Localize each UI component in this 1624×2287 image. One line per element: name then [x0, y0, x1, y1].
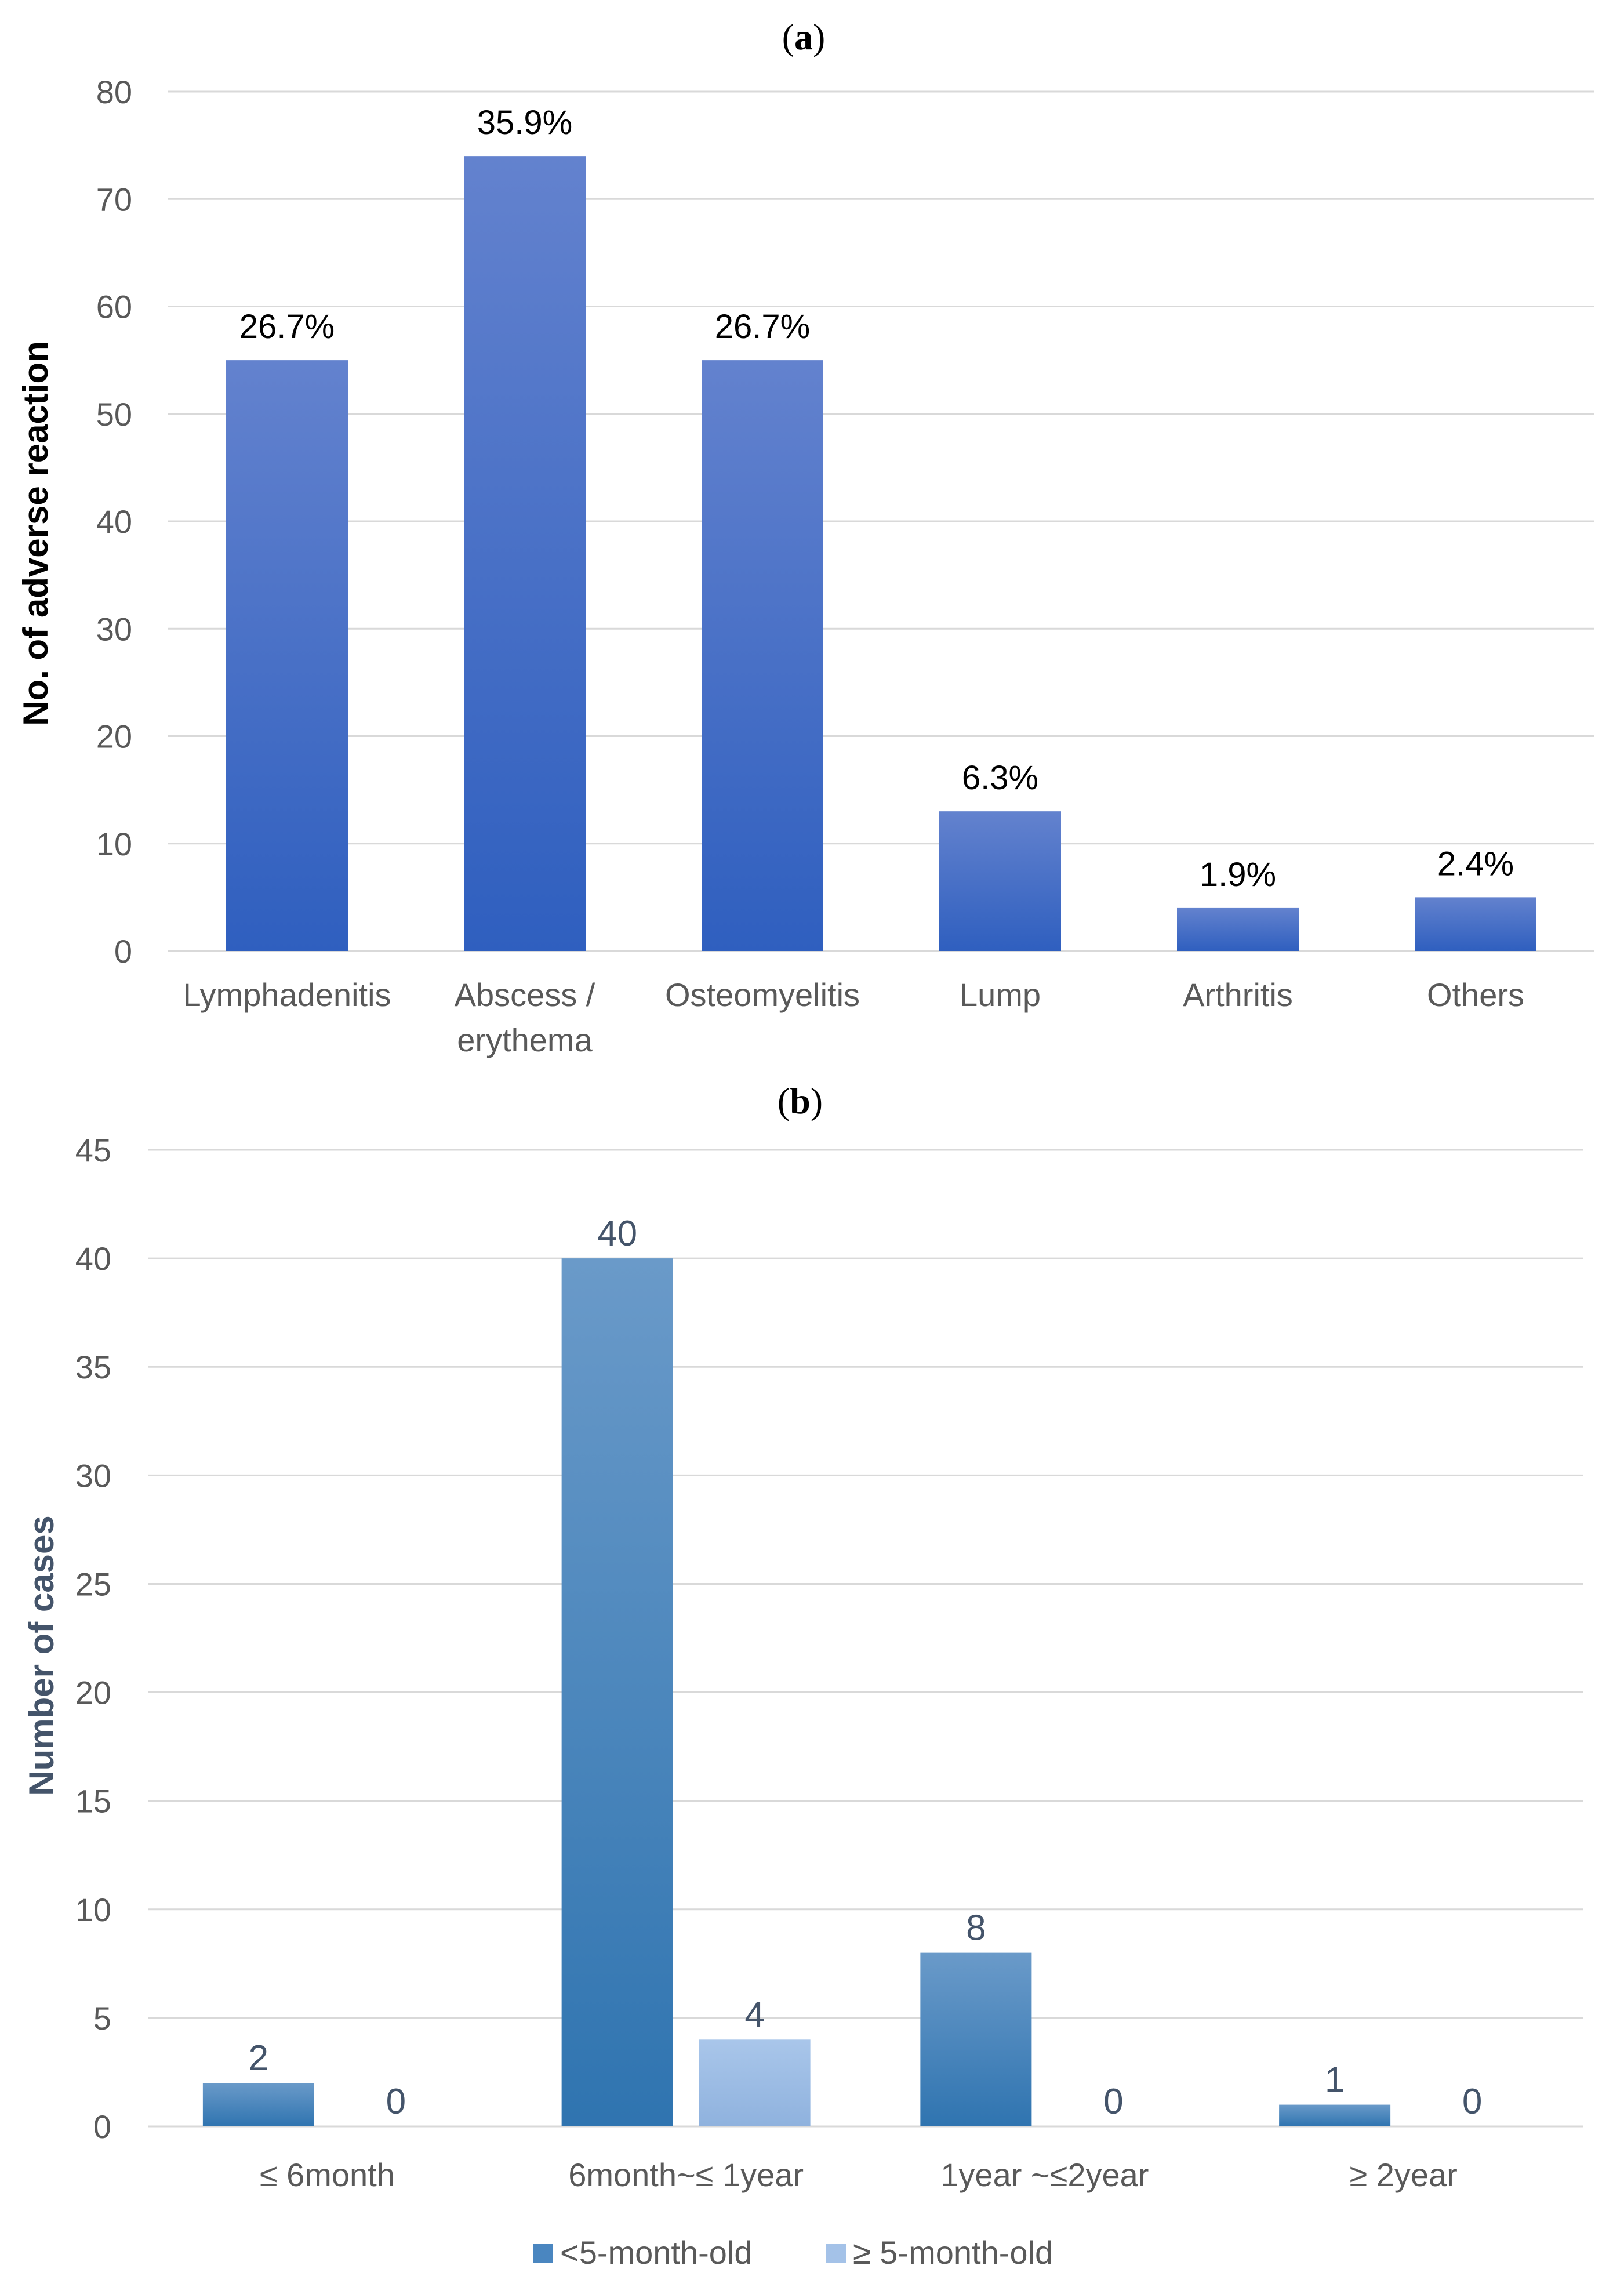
y-tick-label: 40	[75, 1240, 111, 1277]
y-tick-label: 15	[75, 1783, 111, 1820]
data-label: 26.7%	[715, 308, 810, 346]
y-tick-label: 50	[96, 396, 132, 433]
chart-b-bars	[202, 1258, 1391, 2126]
x-tick-label: Lymphadenitis	[183, 976, 391, 1013]
y-tick-label: 20	[75, 1675, 111, 1711]
bar	[202, 2083, 314, 2126]
x-tick-label: Others	[1427, 976, 1524, 1013]
y-tick-label: 25	[75, 1566, 111, 1602]
data-label: 0	[386, 2082, 406, 2122]
y-tick-label: 30	[96, 611, 132, 647]
data-label: 26.7%	[239, 308, 335, 346]
chart-a-y-axis-title: No. of adverse reaction	[16, 341, 55, 726]
bar	[1415, 897, 1536, 951]
x-tick-label: ≤ 6month	[260, 2157, 395, 2193]
x-tick-label: 6month~≤ 1year	[568, 2157, 804, 2193]
chart-a: (a) 0 10 20 30 40 50 60 70 80 26.7% 35.9% 26.7% 6.3…	[16, 16, 1594, 1058]
x-tick-label: Abscess /	[455, 976, 595, 1013]
bar	[464, 156, 586, 951]
x-tick-label: ≥ 2year	[1349, 2157, 1457, 2193]
y-tick-label: 30	[75, 1457, 111, 1494]
bar	[561, 1258, 673, 2126]
y-tick-label: 5	[93, 2000, 111, 2036]
data-label: 2.4%	[1437, 845, 1514, 883]
y-tick-label: 0	[114, 933, 132, 970]
y-tick-label: 45	[75, 1132, 111, 1168]
legend-label: <5-month-old	[560, 2234, 753, 2271]
bar	[702, 360, 823, 951]
data-label: 35.9%	[477, 104, 572, 141]
bar	[920, 1952, 1032, 2126]
chart-a-data-labels: 26.7% 35.9% 26.7% 6.3% 1.9% 2.4%	[239, 104, 1514, 894]
y-tick-label: 35	[75, 1349, 111, 1385]
y-tick-label: 80	[96, 74, 132, 110]
x-tick-label: Arthritis	[1183, 976, 1293, 1013]
x-tick-label: Osteomyelitis	[665, 976, 860, 1013]
chart-b-gridlines	[148, 1149, 1583, 2128]
y-tick-label: 10	[96, 826, 132, 862]
x-tick-label: 1year ~≤2year	[940, 2157, 1149, 2193]
legend-label: ≥ 5-month-old	[853, 2234, 1053, 2271]
chart-a-gridlines	[168, 90, 1594, 952]
legend-swatch	[826, 2244, 846, 2263]
chart-a-bars	[226, 156, 1536, 951]
chart-b-data-labels: 2 0 40 4 8 0 1 0	[249, 1214, 1483, 2122]
data-label: 4	[744, 1995, 764, 2035]
chart-b-panel-label: (b)	[778, 1080, 823, 1121]
bar	[939, 811, 1061, 951]
chart-b-legend: <5-month-old ≥ 5-month-old	[533, 2234, 1053, 2271]
data-label: 1	[1325, 2060, 1345, 2100]
data-label: 1.9%	[1200, 856, 1276, 894]
chart-a-x-axis: Lymphadenitis Abscess / erythema Osteomyeli…	[183, 976, 1524, 1058]
data-label: 0	[1103, 2082, 1123, 2122]
y-tick-label: 70	[96, 181, 132, 217]
data-label: 6.3%	[962, 759, 1038, 797]
chart-b-x-axis: ≤ 6month 6month~≤ 1year 1year ~≤2year ≥ 2ye…	[260, 2157, 1458, 2193]
y-tick-label: 40	[96, 503, 132, 540]
chart-b-y-axis: 0 5 10 15 20 25 30 35 40 45	[75, 1132, 111, 2145]
data-label: 8	[966, 1908, 986, 1948]
bar	[226, 360, 348, 951]
chart-a-panel-label: (a)	[782, 16, 826, 57]
y-tick-label: 20	[96, 718, 132, 755]
legend-swatch	[533, 2244, 553, 2263]
chart-a-y-axis: 0 10 20 30 40 50 60 70 80	[96, 74, 132, 970]
chart-b-y-axis-title: Number of cases	[22, 1515, 61, 1796]
y-tick-label: 0	[93, 2108, 111, 2145]
x-tick-label: Lump	[960, 976, 1041, 1013]
data-label: 0	[1462, 2082, 1482, 2122]
x-tick-label: erythema	[457, 1022, 593, 1058]
y-tick-label: 60	[96, 289, 132, 325]
bar	[1177, 907, 1299, 951]
data-label: 40	[597, 1214, 637, 1254]
bar	[699, 2039, 811, 2126]
bar	[1279, 2104, 1391, 2126]
y-tick-label: 10	[75, 1892, 111, 1928]
data-label: 2	[249, 2038, 268, 2078]
